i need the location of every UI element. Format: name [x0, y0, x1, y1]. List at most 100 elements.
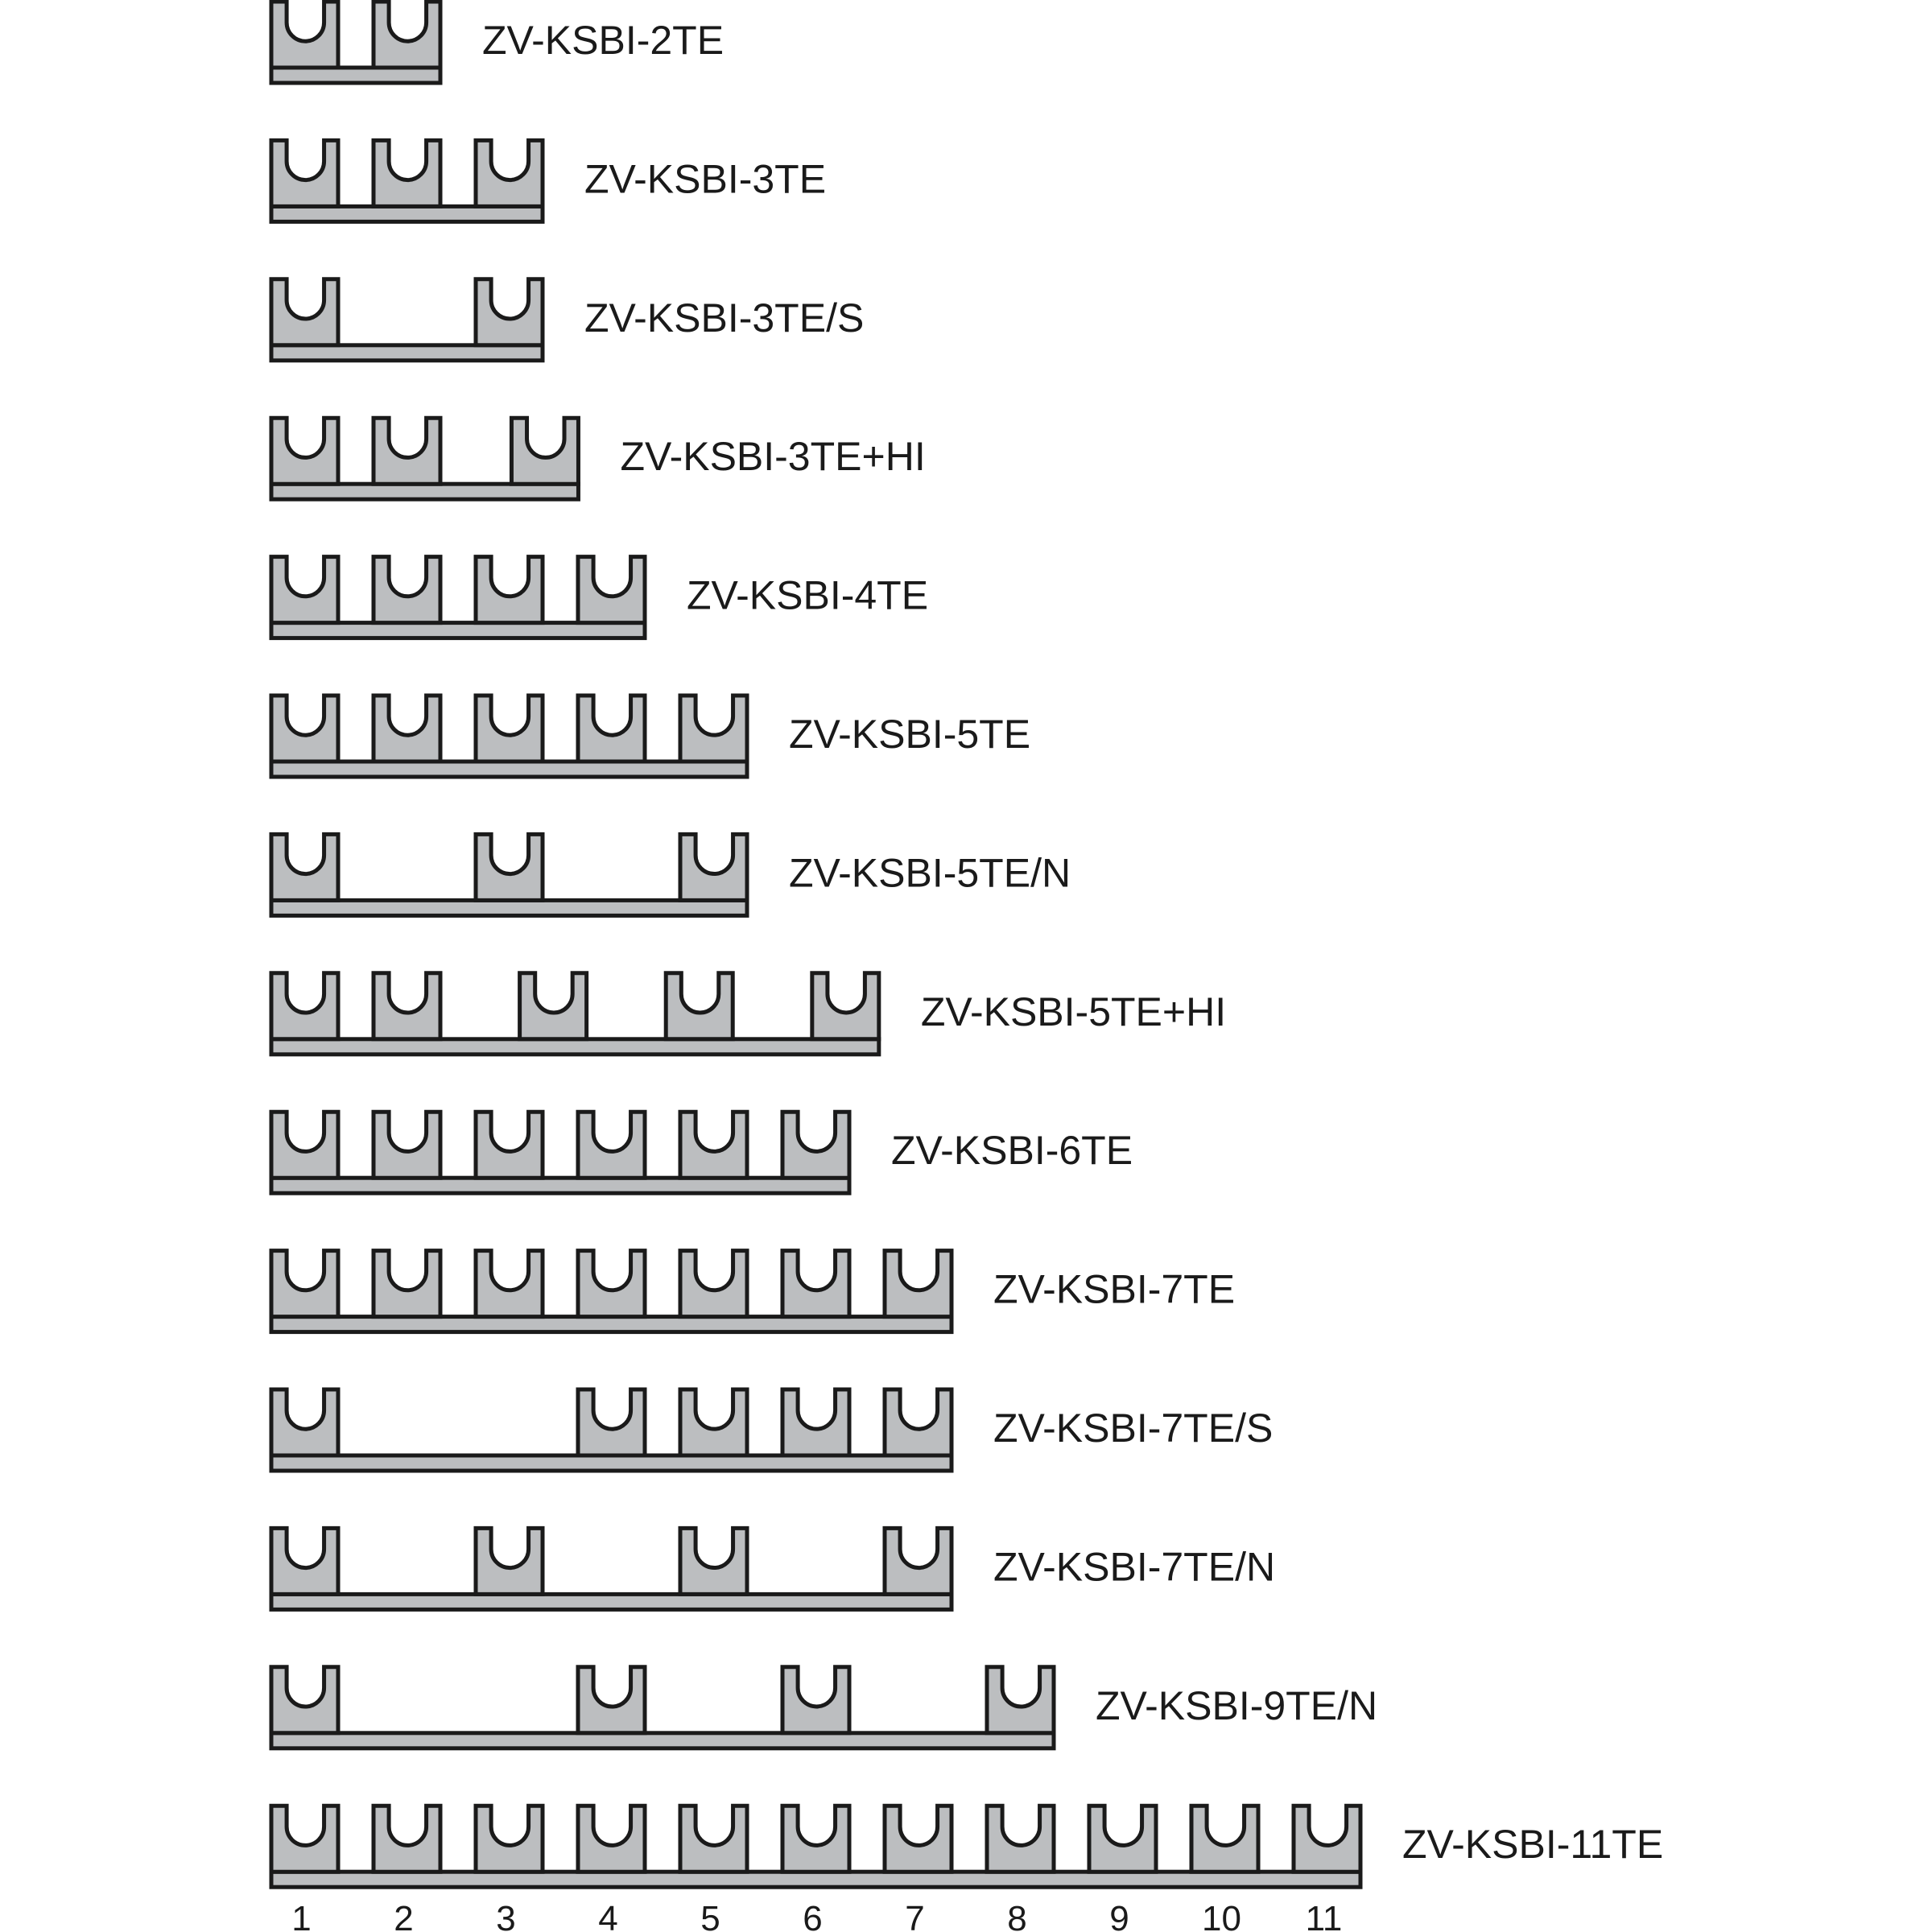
module-number: 7 [905, 1899, 924, 1932]
busbar-pin [269, 1387, 341, 1458]
busbar-row: ZV-KSBI-7TE [269, 1249, 1235, 1335]
busbar-pin [269, 1109, 341, 1180]
busbar-row: ZV-KSBI-4TE [269, 555, 928, 641]
busbar-row: ZV-KSBI-3TE [269, 138, 826, 224]
part-number-label: ZV-KSBI-2TE [482, 18, 724, 63]
busbar-pin [473, 1109, 545, 1180]
busbar-pin [780, 1249, 852, 1319]
busbar-row: ZV-KSBI-3TE+HI [269, 415, 926, 502]
busbar-base [269, 204, 545, 224]
busbar-pin [780, 1803, 852, 1874]
busbar-row: ZV-KSBI-7TE/S [269, 1387, 1273, 1473]
busbar-pin [371, 1803, 443, 1874]
busbar-pin [473, 277, 545, 348]
busbar-base [269, 1731, 1056, 1751]
busbar-pin [509, 415, 580, 486]
busbar-pin [518, 971, 589, 1042]
part-number-label: ZV-KSBI-5TE [789, 712, 1030, 757]
part-number-label: ZV-KSBI-6TE [891, 1128, 1133, 1173]
module-scale: 1 2 3 4 5 6 7 8 9 10 11 [291, 1899, 1342, 1932]
part-number-label: ZV-KSBI-4TE [687, 573, 928, 618]
busbar-pin [678, 1803, 749, 1874]
part-number-label: ZV-KSBI-7TE/S [993, 1406, 1273, 1451]
busbar-pin [269, 971, 341, 1042]
busbar-pin [269, 0, 341, 70]
busbar-base [269, 621, 647, 641]
busbar-pin [371, 693, 443, 764]
module-number: 3 [496, 1899, 515, 1932]
busbar-pin [678, 1109, 749, 1180]
module-number: 5 [700, 1899, 720, 1932]
part-number-label: ZV-KSBI-9TE/N [1096, 1683, 1377, 1728]
busbar-pin [576, 1803, 647, 1874]
busbar-pin [576, 1249, 647, 1319]
module-number: 2 [394, 1899, 413, 1932]
busbar-base [269, 898, 749, 918]
busbar-pin [473, 693, 545, 764]
busbar-pin [576, 555, 647, 625]
busbar-pin [371, 0, 443, 70]
busbar-pin [371, 971, 443, 1042]
module-number: 11 [1306, 1899, 1343, 1932]
busbar-row: ZV-KSBI-3TE/S [269, 277, 864, 363]
busbar-base [269, 1037, 881, 1057]
module-number: 6 [803, 1899, 822, 1932]
part-number-label: ZV-KSBI-11TE [1402, 1822, 1663, 1867]
busbar-row: ZV-KSBI-11TE [269, 1803, 1663, 1889]
busbar-row: ZV-KSBI-9TE/N [269, 1665, 1377, 1751]
busbar-pin [678, 1525, 749, 1596]
busbar-base [269, 1591, 954, 1612]
part-number-label: ZV-KSBI-5TE/N [789, 850, 1071, 895]
busbar-pin [473, 1249, 545, 1319]
busbar-pin [371, 1109, 443, 1180]
busbar-pin [473, 555, 545, 625]
busbar-row: ZV-KSBI-5TE+HI [269, 971, 1226, 1057]
busbar-pin [882, 1249, 954, 1319]
busbar-base [269, 481, 580, 502]
busbar-pin [473, 832, 545, 902]
busbar-pin [780, 1109, 852, 1180]
busbar-base [269, 65, 443, 85]
busbar-row: ZV-KSBI-5TE [269, 693, 1030, 779]
module-number: 8 [1007, 1899, 1026, 1932]
busbar-base [269, 343, 545, 363]
busbar-base [269, 759, 749, 779]
busbar-pin [780, 1665, 852, 1736]
busbar-row: ZV-KSBI-6TE [269, 1109, 1133, 1195]
busbar-pin [269, 555, 341, 625]
busbar-pin [269, 1665, 341, 1736]
module-number: 1 [291, 1899, 311, 1932]
busbar-pin [269, 1525, 341, 1596]
busbar-pin [269, 693, 341, 764]
busbar-pin [882, 1525, 954, 1596]
busbar-pin [576, 693, 647, 764]
module-number: 10 [1202, 1899, 1241, 1932]
busbar-base [269, 1869, 1363, 1889]
busbar-pin [371, 415, 443, 486]
busbar-row: ZV-KSBI-7TE/N [269, 1525, 1275, 1612]
busbar-pin [269, 1249, 341, 1319]
busbar-pin [985, 1803, 1056, 1874]
busbar-pin [576, 1109, 647, 1180]
busbar-pin [1087, 1803, 1158, 1874]
busbar-pin [678, 1387, 749, 1458]
busbar-pin [269, 138, 341, 208]
part-number-label: ZV-KSBI-5TE+HI [921, 989, 1226, 1034]
busbar-pin [663, 971, 735, 1042]
busbar-pin [882, 1387, 954, 1458]
busbar-pin [269, 415, 341, 486]
busbar-pin [1189, 1803, 1261, 1874]
part-number-label: ZV-KSBI-3TE [584, 156, 826, 201]
busbar-pin [371, 138, 443, 208]
busbar-pin [1291, 1803, 1363, 1874]
busbar-pin [269, 832, 341, 902]
busbar-pin [678, 1249, 749, 1319]
busbar-pin [269, 1803, 341, 1874]
busbar-pin [473, 138, 545, 208]
busbar-pin [882, 1803, 954, 1874]
busbar-pin [780, 1387, 852, 1458]
busbar-base [269, 1453, 954, 1473]
busbar-pin [269, 277, 341, 348]
busbar-pin [473, 1525, 545, 1596]
